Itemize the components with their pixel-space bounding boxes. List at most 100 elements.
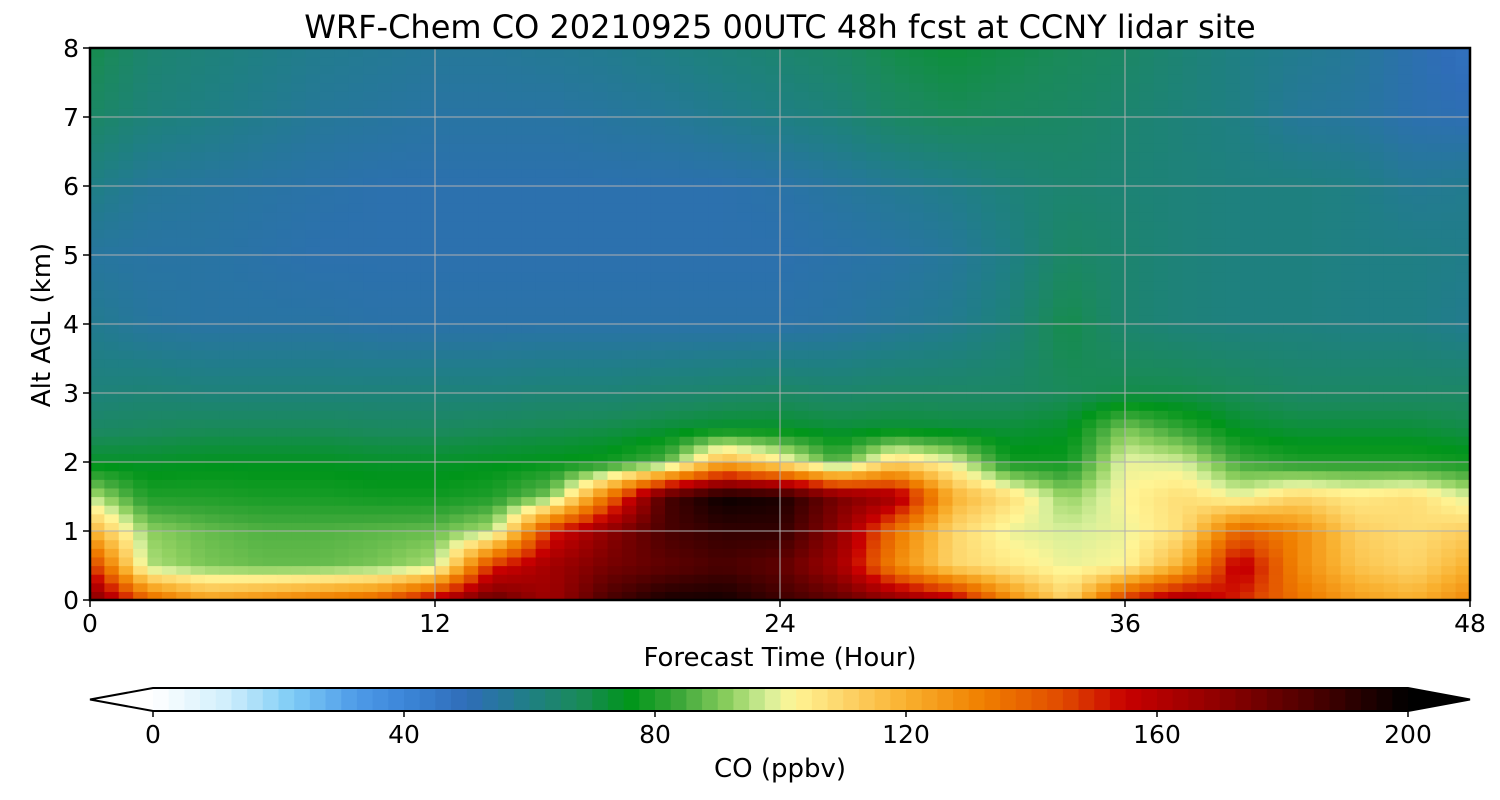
- heatmap-cell: [377, 194, 393, 204]
- heatmap-cell: [636, 160, 652, 170]
- heatmap-cell: [147, 410, 163, 420]
- heatmap-cell: [1225, 565, 1241, 575]
- heatmap-cell: [823, 246, 839, 256]
- heatmap-cell: [722, 470, 738, 480]
- heatmap-cell: [449, 177, 465, 187]
- heatmap-cell: [1340, 367, 1356, 377]
- heatmap-cell: [1225, 375, 1241, 385]
- heatmap-cell: [823, 539, 839, 549]
- heatmap-cell: [233, 177, 249, 187]
- heatmap-cell: [1168, 401, 1184, 411]
- heatmap-cell: [780, 255, 795, 265]
- heatmap-cell: [679, 246, 695, 256]
- heatmap-cell: [1081, 315, 1097, 325]
- heatmap-cell: [1355, 220, 1370, 230]
- heatmap-cell: [593, 237, 609, 247]
- heatmap-cell: [837, 280, 853, 291]
- heatmap-cell: [90, 237, 105, 247]
- heatmap-cell: [1110, 349, 1126, 360]
- heatmap-cell: [233, 255, 249, 265]
- heatmap-cell: [161, 332, 177, 342]
- heatmap-cell: [406, 470, 422, 480]
- heatmap-cell: [1010, 496, 1025, 506]
- heatmap-cell: [966, 444, 982, 454]
- heatmap-cell: [851, 160, 867, 170]
- heatmap-cell: [535, 462, 551, 472]
- heatmap-cell: [1125, 263, 1140, 273]
- heatmap-cell: [995, 582, 1011, 592]
- heatmap-cell: [377, 479, 393, 489]
- heatmap-cell: [636, 539, 652, 549]
- heatmap-cell: [1024, 220, 1040, 230]
- heatmap-cell: [377, 168, 393, 178]
- heatmap-cell: [1268, 487, 1284, 498]
- heatmap-cell: [233, 522, 249, 532]
- heatmap-cell: [348, 582, 364, 592]
- heatmap-cell: [463, 177, 479, 187]
- heatmap-cell: [363, 513, 379, 523]
- heatmap-cell: [535, 453, 551, 463]
- heatmap-cell: [248, 272, 264, 282]
- heatmap-cell: [650, 237, 666, 247]
- heatmap-cell: [1081, 280, 1097, 291]
- heatmap-cell: [521, 341, 537, 351]
- heatmap-cell: [219, 289, 235, 299]
- heatmap-cell: [1010, 298, 1025, 308]
- heatmap-cell: [909, 393, 925, 403]
- heatmap-cell: [118, 341, 134, 351]
- heatmap-cell: [1254, 470, 1270, 480]
- heatmap-cell: [90, 246, 105, 256]
- heatmap-cell: [1311, 367, 1327, 377]
- heatmap-cell: [377, 591, 393, 600]
- heatmap-cell: [478, 255, 494, 265]
- heatmap-cell: [1211, 349, 1227, 360]
- heatmap-cell: [909, 513, 925, 523]
- heatmap-cell: [1455, 272, 1470, 282]
- heatmap-cell: [1283, 315, 1299, 325]
- heatmap-cell: [938, 418, 954, 429]
- heatmap-cell: [291, 220, 307, 230]
- heatmap-cell: [1441, 574, 1457, 584]
- heatmap-cell: [578, 375, 594, 385]
- heatmap-cell: [995, 418, 1011, 429]
- heatmap-cell: [1211, 384, 1227, 394]
- heatmap-cell: [722, 401, 738, 411]
- heatmap-cell: [923, 298, 939, 308]
- heatmap-cell: [391, 453, 407, 463]
- heatmap-cell: [276, 462, 292, 472]
- heatmap-cell: [348, 332, 364, 342]
- heatmap-cell: [722, 151, 738, 161]
- heatmap-cell: [1398, 496, 1414, 506]
- heatmap-cell: [90, 531, 105, 541]
- heatmap-cell: [205, 306, 220, 316]
- heatmap-cell: [995, 496, 1011, 506]
- heatmap-cell: [90, 582, 105, 592]
- heatmap-cell: [1240, 453, 1255, 463]
- heatmap-cell: [1110, 168, 1126, 178]
- heatmap-cell: [348, 177, 364, 187]
- heatmap-cell: [837, 574, 853, 584]
- heatmap-cell: [1297, 556, 1313, 567]
- heatmap-cell: [291, 418, 307, 429]
- heatmap-cell: [923, 505, 939, 515]
- heatmap-cell: [133, 384, 149, 394]
- heatmap-cell: [765, 375, 781, 385]
- heatmap-cell: [981, 582, 997, 592]
- heatmap-cell: [607, 496, 623, 506]
- heatmap-cell: [1225, 220, 1241, 230]
- heatmap-cell: [248, 436, 264, 446]
- heatmap-cell: [1326, 332, 1342, 342]
- heatmap-cell: [334, 151, 350, 161]
- heatmap-cell: [363, 444, 379, 454]
- heatmap-cell: [1153, 186, 1169, 196]
- heatmap-cell: [535, 401, 551, 411]
- heatmap-cell: [1139, 556, 1155, 567]
- heatmap-cell: [161, 582, 177, 592]
- heatmap-cell: [981, 496, 997, 506]
- heatmap-cell: [506, 487, 522, 498]
- heatmap-cell: [1110, 203, 1126, 213]
- heatmap-cell: [794, 349, 810, 360]
- heatmap-cell: [981, 272, 997, 282]
- heatmap-cell: [205, 177, 220, 187]
- heatmap-cell: [320, 177, 335, 187]
